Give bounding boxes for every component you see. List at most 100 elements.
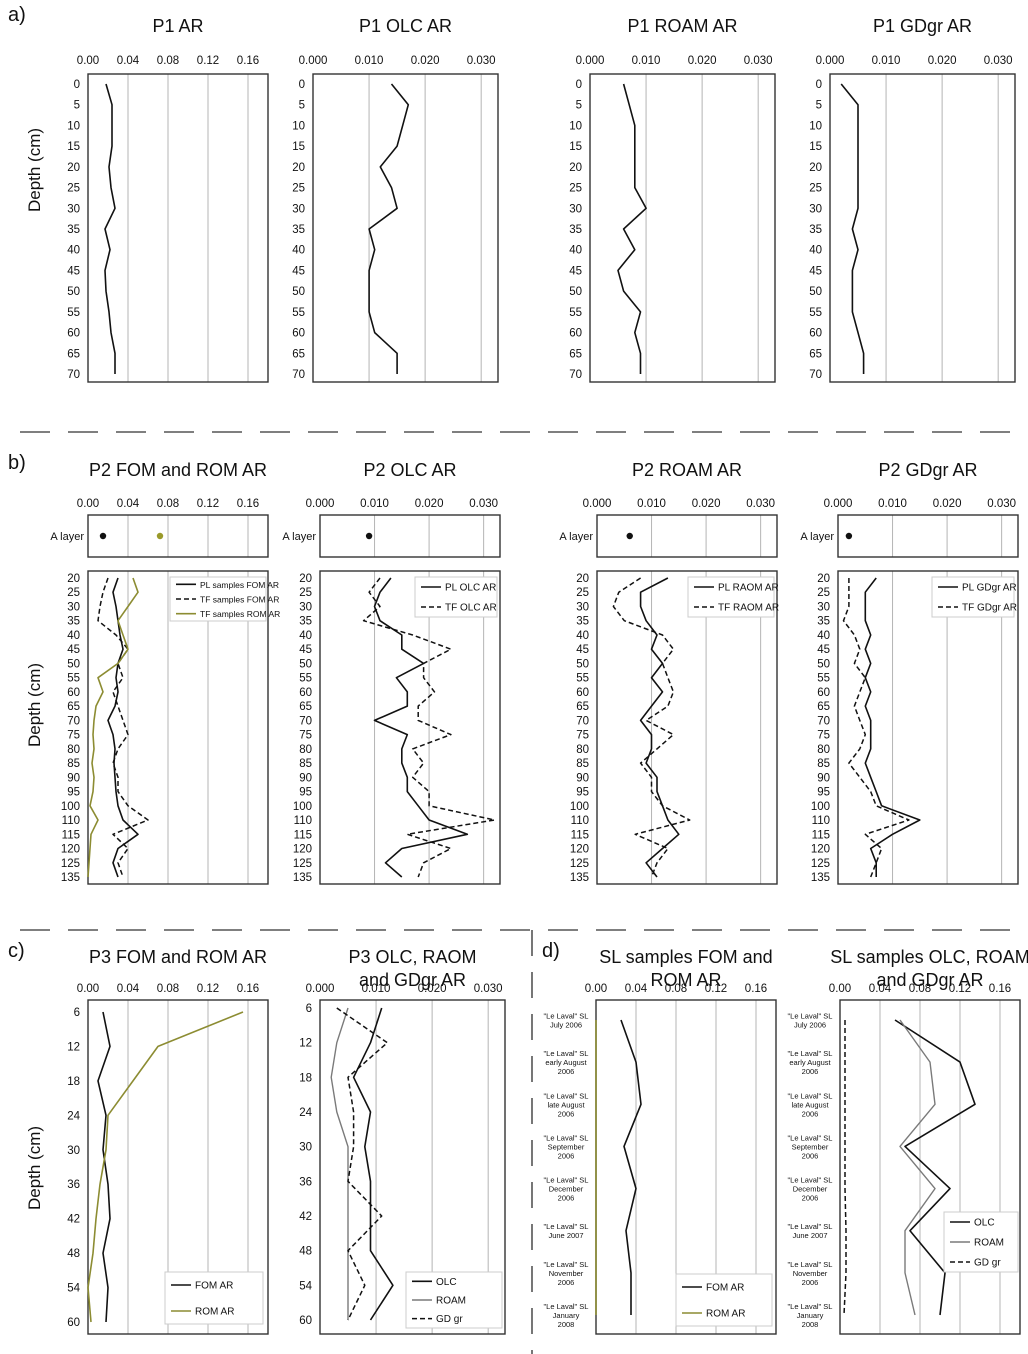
y-tick-label: 85	[67, 758, 80, 770]
x-tick-label: 0.030	[746, 498, 775, 510]
plot-frame	[87, 570, 269, 885]
legend-label: FOM AR	[195, 1281, 233, 1292]
y-category-label: 2006	[558, 1067, 575, 1076]
x-tick-label: 0.04	[869, 983, 892, 995]
chart-title: P3 FOM and ROM AR	[89, 947, 267, 967]
y-tick-label: 12	[67, 1041, 80, 1053]
x-tick-label: 0.030	[744, 55, 773, 67]
y-tick-label: 35	[67, 616, 80, 628]
y-category-label: September	[792, 1142, 829, 1151]
x-tick-label: 0.00	[77, 55, 99, 67]
y-tick-label: 125	[293, 858, 312, 870]
a-layer-frame	[319, 514, 501, 558]
y-category-label: "Le Laval" SL	[788, 1133, 833, 1142]
y-tick-label: 35	[817, 616, 830, 628]
x-tick-label: 0.00	[585, 983, 607, 995]
y-tick-label: 70	[299, 715, 312, 727]
series-line-1	[330, 1007, 349, 1320]
legend: OLC ROAM GD gr	[405, 1271, 503, 1329]
y-tick-label: 45	[817, 644, 830, 656]
y-tick-label: 60	[67, 687, 80, 699]
y-category-label: June 2007	[792, 1231, 827, 1240]
legend-label: PL OLC AR	[445, 583, 496, 594]
x-tick-label: 0.010	[355, 55, 384, 67]
y-tick-label: 25	[299, 587, 312, 599]
y-category-label: 2006	[802, 1194, 819, 1203]
y-tick-label: 70	[576, 715, 589, 727]
chart-p2_olc: P2 OLC AR 0.000 0.010 0.020 0.030 A layer 20 25…	[282, 460, 501, 885]
plot-frame	[839, 999, 1021, 1335]
series-line-0	[107, 577, 139, 878]
section-label-c: c)	[8, 940, 25, 962]
y-category-label: "Le Laval" SL	[788, 1176, 833, 1185]
y-tick-label: 25	[817, 587, 830, 599]
y-tick-label: 15	[292, 141, 305, 153]
chart-p1_ar: P1 AR 0.00 0.04 0.08 0.12 0.16 0 5 10 15 20 25 30 35 4…	[67, 16, 269, 383]
y-category-label: "Le Laval" SL	[544, 1222, 589, 1231]
x-tick-label: 0.00	[77, 498, 99, 510]
y-tick-label: 30	[299, 1142, 312, 1154]
y-tick-label: 35	[576, 616, 589, 628]
y-tick-label: 75	[576, 730, 589, 742]
y-tick-label: 15	[67, 141, 80, 153]
x-tick-label: 0.010	[637, 498, 666, 510]
y-category-label: 2006	[802, 1109, 819, 1118]
y-tick-label: 12	[299, 1038, 312, 1050]
y-tick-label: 30	[817, 601, 830, 613]
y-tick-label: 40	[569, 245, 582, 257]
y-tick-label: 30	[809, 203, 822, 215]
x-tick-label: 0.04	[117, 498, 140, 510]
y-tick-label: 80	[67, 744, 80, 756]
chart-title: P1 AR	[152, 16, 203, 36]
y-tick-label: 25	[292, 183, 305, 195]
y-tick-label: 45	[67, 265, 80, 277]
y-category-label: November	[549, 1269, 584, 1278]
y-tick-label: 85	[817, 758, 830, 770]
a-layer-frame	[87, 514, 269, 558]
legend-label: TF RAOM AR	[718, 603, 779, 614]
y-tick-label: 6	[74, 1007, 80, 1019]
y-tick-label: 125	[61, 858, 80, 870]
y-tick-label: 20	[809, 162, 822, 174]
series-line-0	[373, 577, 469, 878]
y-tick-label: 65	[299, 701, 312, 713]
x-tick-label: 0.010	[872, 55, 901, 67]
y-category-label: July 2006	[794, 1021, 826, 1030]
series-line-1	[842, 578, 910, 878]
y-tick-label: 125	[570, 858, 589, 870]
y-tick-label: 55	[809, 307, 822, 319]
y-category-label: December	[793, 1185, 828, 1194]
chart-title: SL samples FOM and	[599, 947, 772, 967]
y-tick-label: 50	[817, 658, 830, 670]
y-tick-label: 60	[299, 687, 312, 699]
y-tick-label: 55	[569, 307, 582, 319]
y-tick-label: 60	[292, 328, 305, 340]
legend: PL OLC AR TF OLC AR	[414, 576, 498, 618]
y-category-label: early August	[789, 1058, 831, 1067]
chart-p3_olc_raom_gdgr: P3 OLC, RAOM and GDgr AR 0.000 0.010 0.020 0.…	[299, 947, 506, 1335]
x-tick-label: 0.030	[984, 55, 1013, 67]
section-label-d: d)	[542, 940, 560, 962]
chart-title: P1 ROAM AR	[627, 16, 737, 36]
y-category-label: December	[549, 1185, 584, 1194]
y-tick-label: 100	[570, 801, 589, 813]
plot-frame	[312, 73, 499, 383]
series-line-1	[97, 577, 149, 878]
a-layer-point	[156, 532, 164, 540]
y-tick-label: 42	[299, 1211, 312, 1223]
x-tick-label: 0.000	[816, 55, 845, 67]
y-tick-label: 45	[809, 265, 822, 277]
legend-box	[687, 576, 775, 618]
y-tick-label: 75	[67, 730, 80, 742]
x-tick-label: 0.16	[745, 983, 767, 995]
y-tick-label: 25	[67, 587, 80, 599]
y-tick-label: 60	[67, 328, 80, 340]
x-tick-label: 0.000	[306, 983, 335, 995]
y-tick-label: 48	[67, 1248, 80, 1260]
y-tick-label: 125	[811, 858, 830, 870]
y-tick-label: 100	[811, 801, 830, 813]
y-tick-label: 55	[299, 673, 312, 685]
y-category-label: "Le Laval" SL	[788, 1012, 833, 1021]
legend: FOM AR ROM AR	[164, 1271, 264, 1325]
